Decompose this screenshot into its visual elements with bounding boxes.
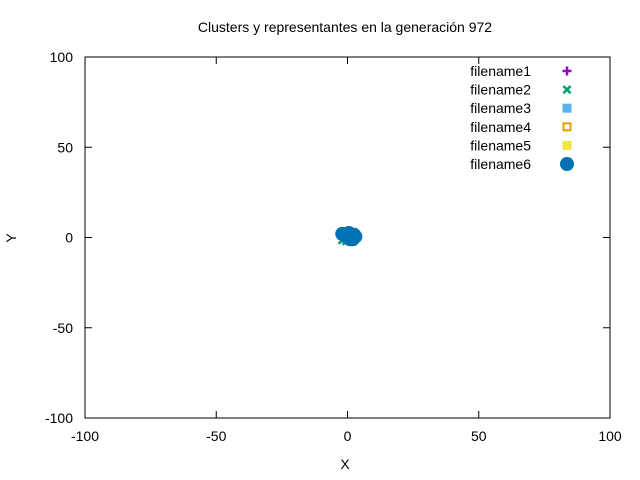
legend-label: filename4 [470,119,531,135]
y-tick-label: -100 [45,410,73,426]
x-tick-label: 100 [598,428,622,444]
y-axis-ticks: -100 -50 0 50 100 [45,49,610,426]
legend: filename1 filename2 filename3 filename4 file… [470,63,574,172]
x-tick-label: 50 [471,428,487,444]
chart-title: Clusters y representantes en la generaci… [198,19,492,35]
legend-marker-filename6 [560,157,574,171]
legend-label: filename3 [470,100,531,116]
legend-marker-filename3 [562,103,572,113]
legend-label: filename6 [470,156,531,172]
y-tick-label: 0 [65,230,73,246]
legend-marker-filename2 [562,85,572,95]
data-point-filename6 [341,225,356,240]
x-tick-label: -100 [71,428,99,444]
legend-marker-filename5 [562,140,572,150]
y-tick-label: 100 [50,49,74,65]
legend-marker-filename4 [562,122,572,132]
y-tick-label: -50 [53,320,73,336]
x-tick-label: 0 [344,428,352,444]
x-axis-label: X [340,456,350,472]
legend-label: filename2 [470,82,531,98]
x-axis-ticks: -100 -50 0 50 100 [71,57,622,444]
y-axis-label: Y [3,233,19,243]
data-points [335,225,363,247]
y-tick-label: 50 [57,139,73,155]
legend-marker-filename1 [562,66,572,76]
x-tick-label: -50 [206,428,226,444]
legend-label: filename1 [470,63,531,79]
legend-label: filename5 [470,137,531,153]
